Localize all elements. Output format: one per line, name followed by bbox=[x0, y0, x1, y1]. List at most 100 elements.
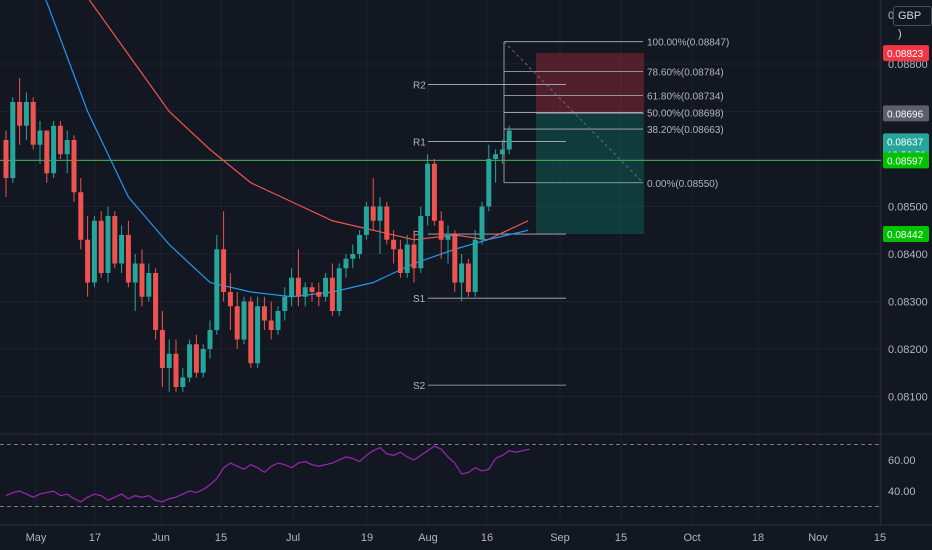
candle-body bbox=[180, 377, 186, 387]
price-tick-label: 0.08200 bbox=[888, 344, 928, 356]
price-tick-label: 0.08300 bbox=[888, 297, 928, 309]
time-tick-label: 15 bbox=[215, 532, 227, 544]
candle-body bbox=[227, 292, 233, 307]
candle-body bbox=[125, 235, 131, 283]
candle-body bbox=[336, 268, 342, 311]
fib-level-label: 61.80%(0.08734) bbox=[647, 91, 724, 102]
stop-loss-zone bbox=[536, 53, 644, 114]
candle-body bbox=[51, 125, 57, 174]
time-tick-label: Aug bbox=[418, 532, 438, 544]
candle-body bbox=[112, 216, 118, 264]
candle-body bbox=[418, 216, 424, 269]
fibonacci-retracement[interactable]: 100.00%(0.08847) 78.60%(0.08784) 61.80%(0.… bbox=[503, 38, 729, 190]
pivot-points: R2 R1 P S1 S2 bbox=[413, 80, 566, 392]
candle-body bbox=[78, 192, 84, 240]
price-axis[interactable]: 0.0.088000.087000.086000.085000.084000.0… bbox=[888, 10, 928, 404]
candle-body bbox=[146, 273, 152, 297]
rsi-pane: 60.00 40.00 bbox=[0, 444, 916, 507]
candle-body bbox=[248, 301, 254, 364]
candle-body bbox=[17, 102, 23, 126]
candle-body bbox=[85, 239, 91, 283]
candle-body bbox=[37, 130, 43, 145]
candle-body bbox=[445, 235, 451, 240]
time-axis[interactable]: May 17 Jun 15 Jul 19 Aug 16 Sep 15 Oct 18 Nov 15 bbox=[26, 532, 887, 544]
candle-body bbox=[323, 277, 329, 297]
currency-label: GBP bbox=[898, 10, 922, 22]
pivot-label: S2 bbox=[413, 381, 426, 392]
candle-body bbox=[363, 206, 369, 235]
time-tick-label: Jul bbox=[286, 532, 300, 544]
candle-body bbox=[411, 244, 417, 269]
time-tick-label: Nov bbox=[808, 532, 828, 544]
time-tick-label: 16 bbox=[481, 532, 493, 544]
price-tick-label: 0.08100 bbox=[888, 392, 928, 404]
candle-body bbox=[289, 277, 295, 297]
price-tick-label: 0.08800 bbox=[888, 59, 928, 71]
candle-body bbox=[207, 330, 213, 349]
candle-body bbox=[268, 320, 274, 330]
price-tag-box bbox=[883, 152, 929, 169]
candle-body bbox=[472, 239, 478, 292]
candle-body bbox=[200, 349, 206, 373]
fib-level-label: 50.00%(0.08698) bbox=[647, 108, 724, 119]
candle-body bbox=[139, 263, 145, 297]
candle-body bbox=[493, 154, 499, 159]
candle-body bbox=[397, 249, 403, 273]
candle-body bbox=[384, 206, 390, 240]
price-tag-label: 0.08823 bbox=[887, 49, 924, 60]
candle-body bbox=[173, 353, 179, 387]
long-position-tool[interactable] bbox=[536, 53, 644, 235]
candle-body bbox=[261, 306, 267, 321]
candle-body bbox=[64, 140, 70, 155]
price-tag-box bbox=[883, 226, 929, 243]
price-tag-box bbox=[883, 105, 929, 122]
time-tick-label: 15 bbox=[874, 532, 886, 544]
time-tick-label: May bbox=[26, 532, 47, 544]
pivot-label: S1 bbox=[413, 294, 426, 305]
candle-body bbox=[98, 220, 104, 273]
candle-body bbox=[105, 216, 111, 273]
candle-body bbox=[91, 220, 97, 283]
currency-selector-button[interactable]: GBP ) bbox=[893, 6, 932, 40]
candle-body bbox=[275, 311, 281, 330]
price-tag-label: 0.08597 bbox=[887, 156, 924, 167]
candlesticks bbox=[3, 78, 512, 392]
rsi-tick-label: 60.00 bbox=[888, 455, 916, 467]
candle-body bbox=[214, 249, 220, 330]
candle-body bbox=[329, 277, 335, 311]
candle-body bbox=[316, 292, 322, 297]
candle-body bbox=[350, 254, 356, 259]
pivot-label: R1 bbox=[413, 137, 426, 148]
candle-body bbox=[221, 249, 227, 292]
price-tags: 0.088230.086960.0863712:56:590.085970.08… bbox=[883, 45, 929, 243]
price-tick-label: 0.08400 bbox=[888, 249, 928, 261]
candle-body bbox=[30, 102, 36, 145]
candle-body bbox=[302, 287, 308, 297]
candle-body bbox=[193, 344, 199, 373]
fib-level-label: 0.00%(0.08550) bbox=[647, 179, 718, 190]
time-tick-label: Jun bbox=[152, 532, 170, 544]
candle-body bbox=[44, 130, 50, 174]
candle-body bbox=[479, 206, 485, 240]
time-tick-label: 17 bbox=[89, 532, 101, 544]
candle-body bbox=[3, 140, 9, 178]
candle-body bbox=[119, 235, 125, 264]
candle-body bbox=[187, 344, 193, 378]
price-tag-box bbox=[883, 45, 929, 62]
candle-body bbox=[241, 301, 247, 340]
candle-body bbox=[71, 140, 77, 193]
candle-body bbox=[357, 235, 363, 254]
candle-body bbox=[425, 163, 431, 216]
candle-body bbox=[465, 263, 471, 292]
fib-level-label: 78.60%(0.08784) bbox=[647, 68, 724, 79]
rsi-line bbox=[5, 445, 530, 503]
candle-body bbox=[404, 244, 410, 273]
candle-body bbox=[57, 125, 63, 155]
candle-body bbox=[166, 353, 172, 368]
fib-level-label: 38.20%(0.08663) bbox=[647, 125, 724, 136]
candle-body bbox=[282, 296, 288, 311]
candle-body bbox=[159, 330, 165, 368]
candle-body bbox=[438, 220, 444, 240]
candle-body bbox=[132, 263, 138, 283]
